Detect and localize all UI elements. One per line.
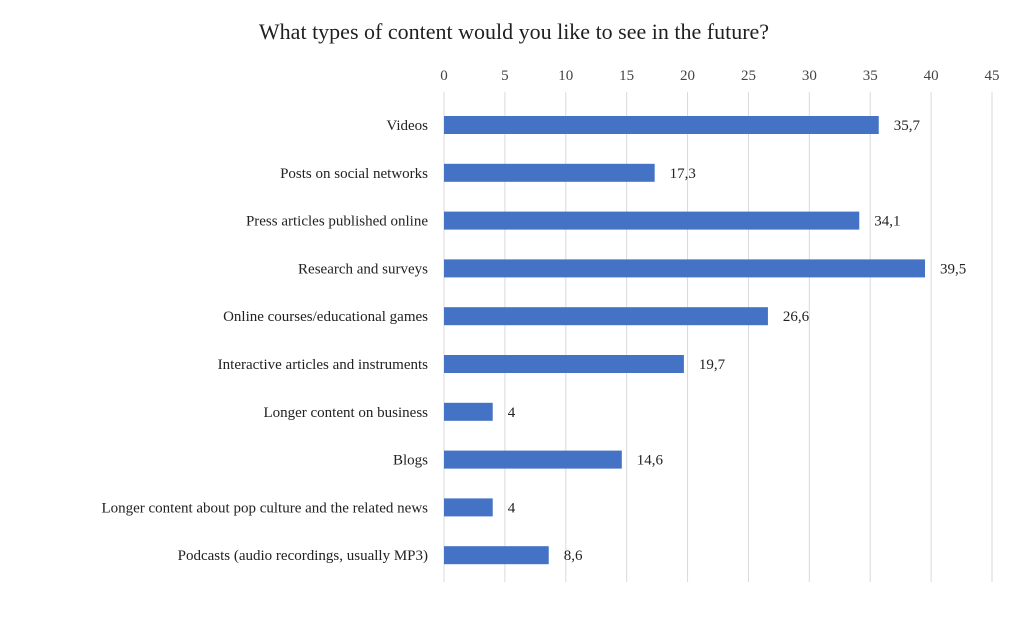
x-tick-label: 20: [680, 68, 695, 84]
bar: [444, 402, 493, 421]
bar: [444, 450, 622, 469]
category-label: Online courses/educational games: [223, 309, 428, 325]
category-label: Press articles published online: [246, 214, 428, 230]
x-axis-ticks: 0 5 10 15 20 25 30 35 40 45: [440, 68, 999, 84]
bar: [444, 307, 768, 326]
bar: [444, 259, 926, 278]
x-tick-label: 25: [741, 68, 756, 84]
bar: [444, 116, 879, 134]
x-tick-label: 40: [924, 68, 939, 84]
value-labels: 35,7 17,3 34,1 39,5 26,6 19,7 4 14,6 4 8,6: [508, 118, 967, 564]
value-label: 17,3: [670, 166, 696, 182]
bar: [444, 498, 493, 517]
bar: [444, 546, 549, 565]
x-tick-label: 10: [558, 68, 573, 84]
x-tick-label: 30: [802, 68, 817, 84]
bar: [444, 211, 860, 230]
x-tick-label: 0: [440, 68, 448, 84]
value-label: 14,6: [637, 453, 664, 469]
x-tick-label: 15: [619, 68, 634, 84]
value-label: 34,1: [874, 214, 900, 230]
value-label: 4: [508, 500, 516, 516]
value-label: 26,6: [783, 309, 810, 325]
category-labels: Videos Posts on social networks Press arti…: [101, 118, 428, 564]
category-label: Research and surveys: [298, 261, 428, 277]
category-label: Longer content about pop culture and the…: [101, 500, 428, 516]
value-label: 39,5: [940, 261, 966, 277]
bar: [444, 355, 684, 373]
bars: [444, 116, 926, 565]
bar: [444, 163, 655, 182]
category-label: Videos: [386, 118, 428, 134]
value-label: 19,7: [699, 357, 726, 373]
category-label: Interactive articles and instruments: [218, 357, 428, 373]
category-label: Blogs: [393, 453, 428, 469]
x-tick-label: 5: [501, 68, 509, 84]
value-label: 35,7: [894, 118, 921, 134]
x-tick-label: 35: [863, 68, 878, 84]
value-label: 4: [508, 405, 516, 421]
chart-title: What types of content would you like to …: [259, 19, 769, 44]
x-tick-label: 45: [985, 68, 1000, 84]
value-label: 8,6: [564, 548, 583, 564]
category-label: Posts on social networks: [280, 166, 428, 182]
category-label: Longer content on business: [263, 405, 428, 421]
category-label: Podcasts (audio recordings, usually MP3): [178, 548, 428, 564]
